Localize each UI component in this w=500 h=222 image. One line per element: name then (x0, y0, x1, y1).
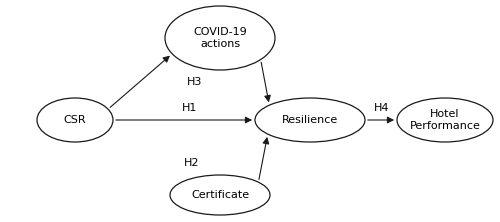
Text: Hotel
Performance: Hotel Performance (410, 109, 480, 131)
Text: COVID-19
actions: COVID-19 actions (193, 27, 247, 49)
Text: Resilience: Resilience (282, 115, 338, 125)
Text: H3: H3 (188, 77, 202, 87)
Text: H2: H2 (184, 158, 200, 168)
Ellipse shape (397, 98, 493, 142)
Text: Certificate: Certificate (191, 190, 249, 200)
Ellipse shape (170, 175, 270, 215)
Text: H4: H4 (374, 103, 390, 113)
Text: H1: H1 (182, 103, 198, 113)
Ellipse shape (165, 6, 275, 70)
Ellipse shape (255, 98, 365, 142)
Text: CSR: CSR (64, 115, 86, 125)
Ellipse shape (37, 98, 113, 142)
